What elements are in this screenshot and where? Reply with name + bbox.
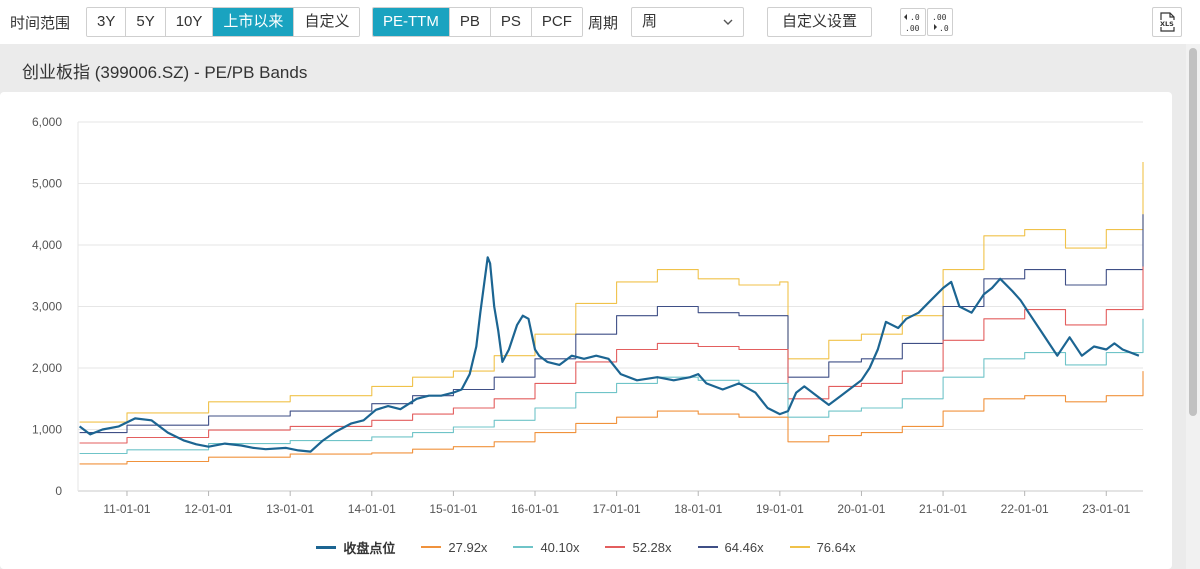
export-xls-button[interactable]: XLS <box>1152 7 1182 37</box>
grid-lines <box>77 121 1143 492</box>
y-tick-label: 5,000 <box>32 177 62 191</box>
x-tick-label: 23-01-01 <box>1082 502 1130 516</box>
range-10y-button[interactable]: 10Y <box>165 8 214 36</box>
y-tick-label: 0 <box>55 484 62 498</box>
decimal-increase-icon: .00 .0 <box>932 13 949 33</box>
chart-legend: 收盘点位 27.92x 40.10x 52.28x 64.46x 76.64x <box>0 538 1172 556</box>
range-5y-button[interactable]: 5Y <box>126 8 166 36</box>
x-tick-label: 22-01-01 <box>1001 502 1049 516</box>
series-line-52-28x <box>79 266 1144 444</box>
decimal-increase-button[interactable]: .00 .0 <box>927 8 953 36</box>
x-tick-label: 21-01-01 <box>919 502 967 516</box>
svg-text:.00: .00 <box>905 24 920 33</box>
x-tick-label: 13-01-01 <box>266 502 314 516</box>
range-button-group: 3Y 5Y 10Y 上市以来 自定义 <box>86 7 361 37</box>
period-select-value: 周 <box>642 13 658 30</box>
metric-pcf-button[interactable]: PCF <box>531 8 582 36</box>
svg-text:.0: .0 <box>910 13 920 22</box>
series-line-76-64x <box>79 162 1144 423</box>
legend-swatch-52x <box>605 546 626 548</box>
decimal-decrease-button[interactable]: .0 .00 <box>900 8 926 36</box>
chevron-down-icon <box>723 19 733 25</box>
x-tick-label: 11-01-01 <box>103 502 150 516</box>
x-tick-label: 17-01-01 <box>593 502 641 516</box>
legend-item-27x[interactable]: 27.92x <box>421 538 487 556</box>
metric-pe-ttm-button[interactable]: PE-TTM <box>373 8 450 36</box>
y-tick-label: 2,000 <box>32 361 62 375</box>
range-label: 时间范围 <box>10 15 71 32</box>
legend-label-64x: 64.46x <box>724 539 764 555</box>
legend-swatch-27x <box>421 546 442 548</box>
legend-label-40x: 40.10x <box>540 539 580 555</box>
range-since-listing-button[interactable]: 上市以来 <box>213 8 295 36</box>
x-tick-label: 14-01-01 <box>348 502 396 516</box>
chart-title: 创业板指 (399006.SZ) - PE/PB Bands <box>22 63 308 82</box>
legend-swatch-close <box>316 545 337 549</box>
legend-swatch-40x <box>513 546 534 548</box>
series-line-27-92x <box>79 371 1144 465</box>
svg-text:.00: .00 <box>932 13 947 22</box>
metric-button-group: PE-TTM PB PS PCF <box>372 7 583 37</box>
vertical-scrollbar[interactable] <box>1186 44 1200 569</box>
legend-item-40x[interactable]: 40.10x <box>513 538 579 556</box>
legend-label-52x: 52.28x <box>632 539 672 555</box>
metric-pb-button[interactable]: PB <box>449 8 491 36</box>
y-tick-label: 3,000 <box>32 300 62 314</box>
y-tick-label: 1,000 <box>32 423 62 437</box>
scrollbar-thumb[interactable] <box>1189 48 1197 416</box>
legend-item-64x[interactable]: 64.46x <box>697 538 764 556</box>
range-3y-button[interactable]: 3Y <box>87 8 127 36</box>
period-select[interactable]: 周 <box>631 7 744 37</box>
period-label: 周期 <box>588 15 619 32</box>
legend-swatch-76x <box>789 546 810 548</box>
x-axis: 11-01-01 12-01-01 13-01-01 14-01-01 15-01-01… <box>103 491 1131 516</box>
range-custom-button[interactable]: 自定义 <box>294 8 360 36</box>
series-line-64-46x <box>79 214 1144 434</box>
chart-panel: 0 1,000 2,000 3,000 4,000 5,000 6,000 11-01-01… <box>0 92 1172 569</box>
y-tick-label: 6,000 <box>32 115 62 129</box>
x-tick-label: 20-01-01 <box>837 502 885 516</box>
legend-label-close: 收盘点位 <box>343 540 396 556</box>
x-tick-label: 15-01-01 <box>429 502 477 516</box>
series-line-close <box>78 256 1140 453</box>
svg-text:.0: .0 <box>939 24 949 33</box>
y-axis: 0 1,000 2,000 3,000 4,000 5,000 6,000 <box>32 115 62 498</box>
series-line-40-10x <box>79 318 1144 455</box>
legend-item-76x[interactable]: 76.64x <box>789 538 856 556</box>
chart-series <box>78 162 1144 465</box>
x-tick-label: 12-01-01 <box>185 502 233 516</box>
y-tick-label: 4,000 <box>32 238 62 252</box>
legend-label-27x: 27.92x <box>448 539 488 555</box>
pe-band-chart: 0 1,000 2,000 3,000 4,000 5,000 6,000 11-01-01… <box>32 115 1144 516</box>
chart-header: 创业板指 (399006.SZ) - PE/PB Bands <box>0 44 1186 92</box>
metric-ps-button[interactable]: PS <box>490 8 532 36</box>
xls-label: XLS <box>1160 20 1174 28</box>
decimal-decrease-icon: .0 .00 <box>904 13 920 33</box>
xls-file-icon: XLS <box>1159 12 1175 32</box>
x-tick-label: 19-01-01 <box>756 502 804 516</box>
legend-label-76x: 76.64x <box>816 539 856 555</box>
custom-settings-button[interactable]: 自定义设置 <box>767 7 873 37</box>
legend-item-close[interactable]: 收盘点位 <box>316 538 395 556</box>
x-tick-label: 16-01-01 <box>511 502 559 516</box>
legend-item-52x[interactable]: 52.28x <box>605 538 672 556</box>
x-tick-label: 18-01-01 <box>674 502 722 516</box>
toolbar: 时间范围 3Y 5Y 10Y 上市以来 自定义 PE-TTM PB PS PCF… <box>0 0 1200 44</box>
legend-swatch-64x <box>697 546 718 548</box>
